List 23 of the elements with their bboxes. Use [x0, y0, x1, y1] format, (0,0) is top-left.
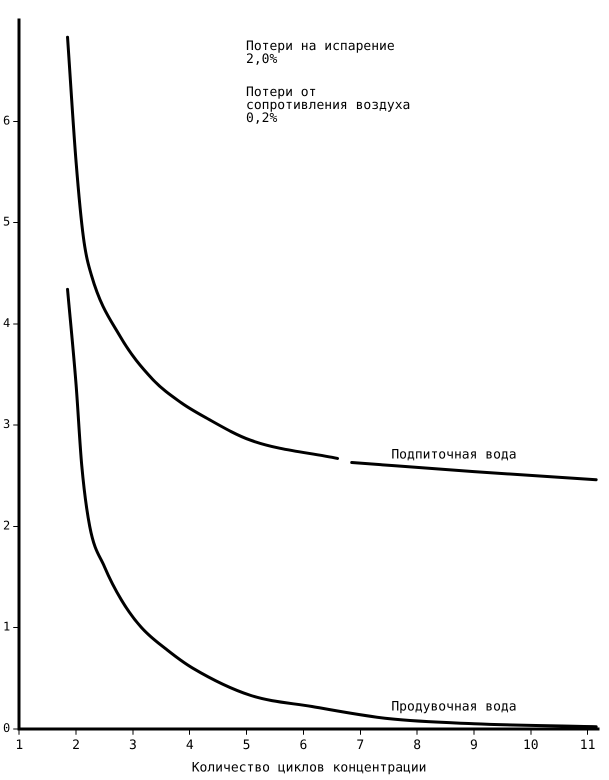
annotation: Потери от сопротивления воздуха 0,2%: [246, 84, 410, 126]
series-label: Продувочная вода: [391, 700, 517, 715]
x-tick-label: 3: [128, 738, 137, 753]
y-tick-label: 4: [2, 316, 10, 330]
x-tick-label: 4: [186, 738, 194, 753]
x-tick-label: 11: [580, 738, 596, 753]
x-tick-label: 1: [15, 738, 24, 753]
x-axis-title: Количество циклов концентрации: [192, 760, 427, 776]
series-label: Подпиточная вода: [391, 447, 517, 462]
x-tick-label: 5: [242, 738, 250, 753]
y-tick-label: 0: [2, 720, 10, 735]
y-tick-label: 1: [2, 620, 10, 634]
y-tick-label: 6: [2, 113, 10, 128]
x-tick-label: 10: [522, 738, 539, 753]
y-tick-label: 3: [2, 417, 10, 432]
annotation: Потери на испарение 2,0%: [246, 38, 395, 67]
x-tick-label: 7: [356, 738, 364, 753]
y-tick-label: 5: [2, 214, 10, 229]
x-tick-label: 8: [413, 738, 422, 753]
y-tick-label: 2: [2, 518, 10, 532]
x-tick-label: 2: [72, 738, 80, 753]
x-tick-label: 6: [300, 738, 308, 753]
x-tick-label: 9: [470, 738, 478, 753]
